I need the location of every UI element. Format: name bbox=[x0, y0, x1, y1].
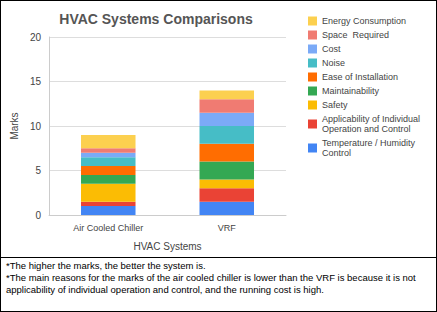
svg-text:VRF: VRF bbox=[218, 223, 237, 233]
svg-text:Space Required: Space Required bbox=[322, 30, 389, 40]
svg-text:10: 10 bbox=[30, 121, 42, 132]
html-text:*The main reasons for the mark: *The main reasons for the marks of the a… bbox=[6, 272, 416, 295]
svg-text:5: 5 bbox=[35, 165, 41, 176]
svg-text:Temperature / Humidity: Temperature / Humidity bbox=[322, 138, 418, 148]
svg-text:Air Cooled Chiller: Air Cooled Chiller bbox=[73, 223, 143, 233]
svg-text:Control: Control bbox=[322, 148, 351, 158]
svg-text:0: 0 bbox=[35, 210, 41, 221]
svg-text:Noise: Noise bbox=[322, 58, 345, 68]
svg-text:Applicability of Individual: Applicability of Individual bbox=[322, 114, 423, 124]
html-text:*The higher the marks, the bet: *The higher the marks, the better the sy… bbox=[6, 260, 206, 271]
svg-text:Cost: Cost bbox=[322, 44, 341, 54]
svg-text:15: 15 bbox=[30, 76, 42, 87]
svg-text:Marks: Marks bbox=[9, 112, 20, 139]
svg-text:HVAC Systems Comparisons: HVAC Systems Comparisons bbox=[59, 11, 253, 27]
svg-text:Operation and Control: Operation and Control bbox=[322, 124, 411, 134]
svg-text:Safety: Safety bbox=[322, 100, 348, 110]
svg-text:Energy Consumption: Energy Consumption bbox=[322, 16, 406, 26]
svg-text:20: 20 bbox=[30, 32, 42, 43]
svg-text:HVAC Systems: HVAC Systems bbox=[133, 241, 201, 252]
svg-text:Maintainability: Maintainability bbox=[322, 86, 380, 96]
svg-text:Ease of Installation: Ease of Installation bbox=[322, 72, 398, 82]
